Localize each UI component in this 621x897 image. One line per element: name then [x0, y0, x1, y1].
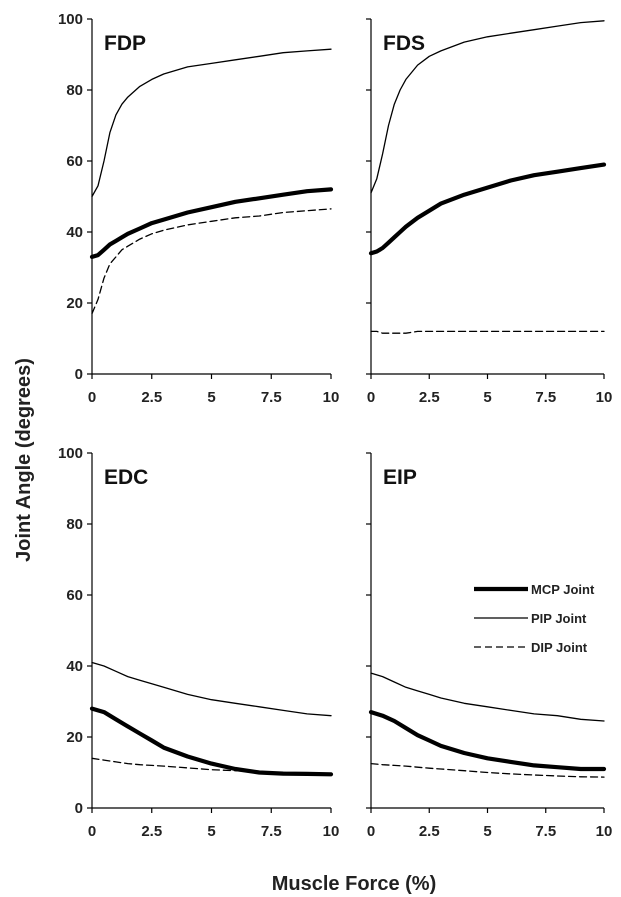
series-line-pip-joint	[370, 672, 605, 722]
series-line-mcp-joint	[368, 709, 607, 772]
series-line-mcp-joint	[89, 187, 334, 259]
y-tick-label: 40	[66, 658, 83, 675]
series-line-pip-joint	[91, 48, 332, 198]
panel-fds: 0 2.5 5 7.5 10 FDS	[366, 18, 613, 406]
x-tick-label: 7.5	[535, 389, 556, 406]
x-tick-label: 5	[207, 823, 215, 840]
panel-title: FDS	[383, 32, 425, 55]
panel-fdp: 0 20 40 60 80 100 0 2.5 5 7.5 10 FDP	[58, 11, 339, 406]
series-line-mcp-joint	[89, 706, 334, 777]
x-tick-label: 7.5	[261, 823, 282, 840]
x-tick-label: 7.5	[261, 389, 282, 406]
y-tick-label: 100	[58, 11, 83, 28]
x-tick-label: 0	[367, 823, 375, 840]
y-tick-label: 0	[75, 366, 83, 383]
legend: MCP Joint PIP Joint DIP Joint	[474, 582, 595, 655]
x-tick-label: 2.5	[141, 389, 162, 406]
panel-title: EIP	[383, 466, 417, 489]
x-tick-label: 5	[483, 389, 491, 406]
x-tick-label: 10	[323, 823, 340, 840]
series-line-dip-joint	[91, 757, 332, 775]
legend-label: PIP Joint	[531, 611, 587, 626]
x-tick-label: 7.5	[535, 823, 556, 840]
series-line-pip-joint	[370, 20, 605, 194]
x-tick-label: 10	[323, 389, 340, 406]
panel-title: EDC	[104, 466, 148, 489]
x-tick-label: 0	[367, 389, 375, 406]
series-line-dip-joint	[370, 330, 605, 334]
x-tick-label: 10	[596, 389, 613, 406]
panel-title: FDP	[104, 32, 146, 55]
y-axis-title: Joint Angle (degrees)	[13, 358, 35, 562]
y-tick-label: 40	[66, 224, 83, 241]
series-line-dip-joint	[370, 762, 605, 778]
y-tick-label: 80	[66, 516, 83, 533]
legend-label: MCP Joint	[531, 582, 595, 597]
y-tick-label: 60	[66, 153, 83, 170]
x-tick-label: 2.5	[419, 389, 440, 406]
panel-edc: 0 20 40 60 80 100 0 2.5 5 7.5 10 EDC	[58, 445, 339, 840]
x-tick-label: 10	[596, 823, 613, 840]
x-axis-title: Muscle Force (%)	[272, 873, 436, 895]
x-tick-label: 5	[207, 389, 215, 406]
x-tick-label: 2.5	[141, 823, 162, 840]
x-tick-label: 0	[88, 389, 96, 406]
legend-label: DIP Joint	[531, 640, 588, 655]
series-line-mcp-joint	[368, 162, 607, 256]
y-tick-label: 60	[66, 587, 83, 604]
x-tick-label: 5	[483, 823, 491, 840]
series-line-dip-joint	[91, 208, 332, 315]
panel-eip: 0 2.5 5 7.5 10 EIP	[366, 452, 613, 840]
y-tick-label: 0	[75, 800, 83, 817]
x-tick-label: 2.5	[419, 823, 440, 840]
y-tick-label: 80	[66, 82, 83, 99]
x-tick-label: 0	[88, 823, 96, 840]
y-tick-label: 20	[66, 295, 83, 312]
y-tick-label: 100	[58, 445, 83, 462]
series-line-pip-joint	[91, 661, 332, 717]
y-tick-label: 20	[66, 729, 83, 746]
